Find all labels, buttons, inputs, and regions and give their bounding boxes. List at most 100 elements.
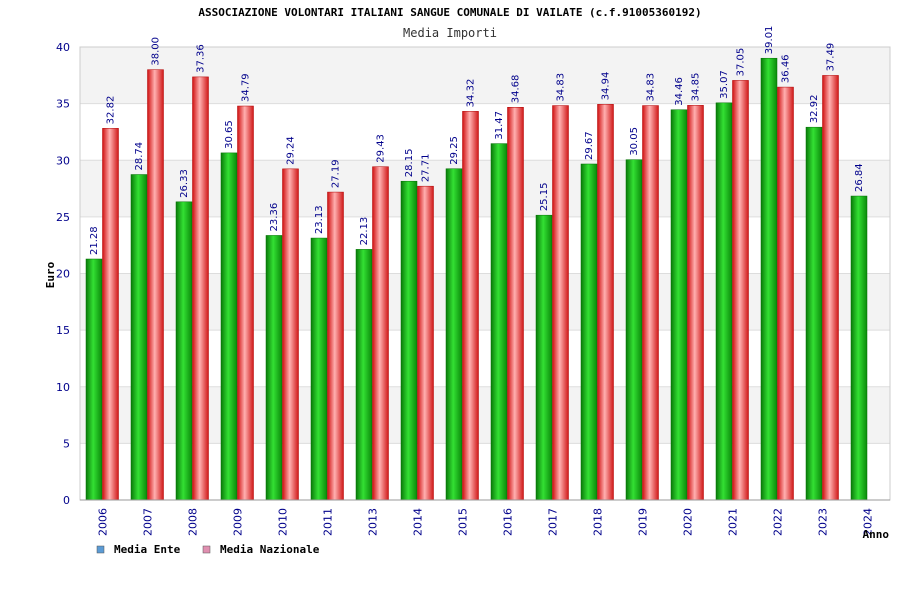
bar-media-ente-2023 (805, 126, 823, 501)
x-tick-label-2016: 2016 (502, 508, 515, 536)
data-label-media-nazionale-2011: 27.19 (331, 159, 342, 188)
chart-subtitle: Media Importi (403, 26, 497, 40)
x-tick-label-2020: 2020 (682, 508, 695, 536)
bar-media-nazionale-2006 (102, 128, 119, 501)
bar-media-ente-2010 (265, 235, 283, 501)
data-label-media-ente-2013: 22.13 (359, 217, 370, 246)
bar-media-nazionale-2021 (732, 80, 749, 501)
y-tick-label-35: 35 (56, 98, 70, 111)
data-label-media-ente-2015: 29.25 (449, 136, 460, 165)
data-label-media-ente-2023: 32.92 (809, 95, 820, 124)
bar-media-nazionale-2018 (597, 104, 614, 501)
bar-media-ente-2019 (625, 159, 643, 501)
bar-media-nazionale-2016 (507, 106, 524, 501)
bar-media-nazionale-2009 (237, 105, 254, 501)
data-label-media-ente-2016: 31.47 (494, 111, 505, 140)
data-label-media-nazionale-2008: 37.36 (196, 44, 207, 73)
x-tick-labels: 2006 2007 2008 2009 2010 2011 2013 2014 2015 2016… (97, 508, 875, 536)
bar-media-ente-2015 (445, 168, 463, 501)
data-label-media-nazionale-2016: 34.68 (511, 75, 522, 104)
bar-media-nazionale-2013 (372, 166, 389, 501)
bar-media-ente-2020 (670, 109, 688, 501)
bar-media-nazionale-2019 (642, 105, 659, 501)
x-tick-label-2013: 2013 (367, 508, 380, 536)
axes (79, 46, 891, 501)
bar-media-nazionale-2022 (777, 86, 794, 501)
y-tick-labels: 0 5 10 15 20 25 30 35 40 (56, 41, 70, 507)
data-labels: 21.28 32.82 28.74 38.00 26.33 37.36 30.65 34.79… (89, 26, 865, 255)
bar-media-ente-2014 (400, 180, 418, 501)
data-label-media-ente-2014: 28.15 (404, 149, 415, 178)
band-0 (80, 443, 890, 500)
band-4 (80, 216, 890, 274)
y-tick-label-40: 40 (56, 41, 70, 54)
data-label-media-nazionale-2009: 34.79 (241, 73, 252, 102)
data-label-media-ente-2020: 34.46 (674, 77, 685, 106)
x-tick-label-2023: 2023 (817, 508, 830, 536)
bar-media-ente-2011 (310, 237, 328, 501)
x-tick-label-2007: 2007 (142, 508, 155, 536)
data-label-media-nazionale-2022: 36.46 (781, 54, 792, 83)
data-label-media-nazionale-2018: 34.94 (601, 72, 612, 101)
chart-title: ASSOCIAZIONE VOLONTARI ITALIANI SANGUE C… (198, 6, 701, 19)
bar-media-nazionale-2017 (552, 105, 569, 501)
bar-media-nazionale-2007 (147, 69, 164, 501)
band-7 (80, 47, 890, 104)
bar-media-nazionale-2008 (192, 76, 209, 501)
data-label-media-ente-2021: 35.07 (719, 70, 730, 99)
data-label-media-nazionale-2007: 38.00 (151, 37, 162, 66)
data-label-media-nazionale-2015: 34.32 (466, 79, 477, 108)
data-label-media-ente-2018: 29.67 (584, 131, 595, 160)
data-label-media-ente-2022: 39.01 (764, 26, 775, 55)
band-2 (80, 330, 890, 387)
x-tick-label-2014: 2014 (412, 508, 425, 536)
band-6 (80, 103, 890, 161)
data-label-media-ente-2007: 28.74 (134, 142, 145, 171)
data-label-media-ente-2017: 25.15 (539, 183, 550, 212)
bar-media-ente-2007 (130, 174, 148, 501)
data-label-media-nazionale-2023: 37.49 (826, 43, 837, 72)
legend-label-media-ente: Media Ente (114, 543, 181, 556)
data-label-media-ente-2006: 21.28 (89, 226, 100, 255)
data-label-media-ente-2024: 26.84 (854, 163, 865, 192)
legend: Media Ente Media Nazionale (96, 543, 320, 556)
band-3 (80, 273, 890, 331)
bar-media-ente-2017 (535, 214, 553, 501)
band-5 (80, 160, 890, 217)
data-label-media-nazionale-2021: 37.05 (736, 48, 747, 77)
legend-swatch-media-nazionale (202, 545, 211, 554)
data-label-media-nazionale-2017: 34.83 (556, 73, 567, 102)
data-label-media-ente-2010: 23.36 (269, 203, 280, 232)
bar-media-ente-2021 (715, 102, 733, 501)
y-axis-label: Euro (44, 261, 57, 288)
data-label-media-nazionale-2010: 29.24 (286, 136, 297, 165)
bar-media-ente-2009 (220, 152, 238, 501)
x-axis-label: Anno (863, 528, 890, 541)
y-tick-label-20: 20 (56, 268, 70, 281)
x-tick-label-2024: 2024 (862, 508, 875, 536)
y-tick-label-0: 0 (63, 494, 70, 507)
bar-media-nazionale-2015 (462, 111, 479, 501)
x-tick-label-2021: 2021 (727, 508, 740, 536)
legend-swatch-media-ente (96, 545, 105, 554)
bar-media-nazionale-2011 (327, 191, 344, 501)
bar-media-ente-2016 (490, 143, 508, 501)
bar-media-ente-2006 (85, 258, 103, 501)
data-label-media-nazionale-2020: 34.85 (691, 73, 702, 102)
band-1 (80, 386, 890, 444)
data-label-media-nazionale-2013: 29.43 (376, 134, 387, 163)
data-label-media-ente-2009: 30.65 (224, 120, 235, 149)
data-label-media-nazionale-2014: 27.71 (421, 154, 432, 183)
data-label-media-nazionale-2019: 34.83 (646, 73, 657, 102)
x-tick-label-2006: 2006 (97, 508, 110, 536)
data-label-media-nazionale-2006: 32.82 (106, 96, 117, 125)
bar-media-ente-2022 (760, 57, 778, 501)
y-tick-label-15: 15 (56, 324, 70, 337)
y-tick-label-30: 30 (56, 154, 70, 167)
plot-background (80, 47, 890, 500)
data-label-media-ente-2008: 26.33 (179, 169, 190, 198)
data-label-media-ente-2019: 30.05 (629, 127, 640, 156)
x-tick-label-2009: 2009 (232, 508, 245, 536)
data-label-media-ente-2011: 23.13 (314, 205, 325, 234)
